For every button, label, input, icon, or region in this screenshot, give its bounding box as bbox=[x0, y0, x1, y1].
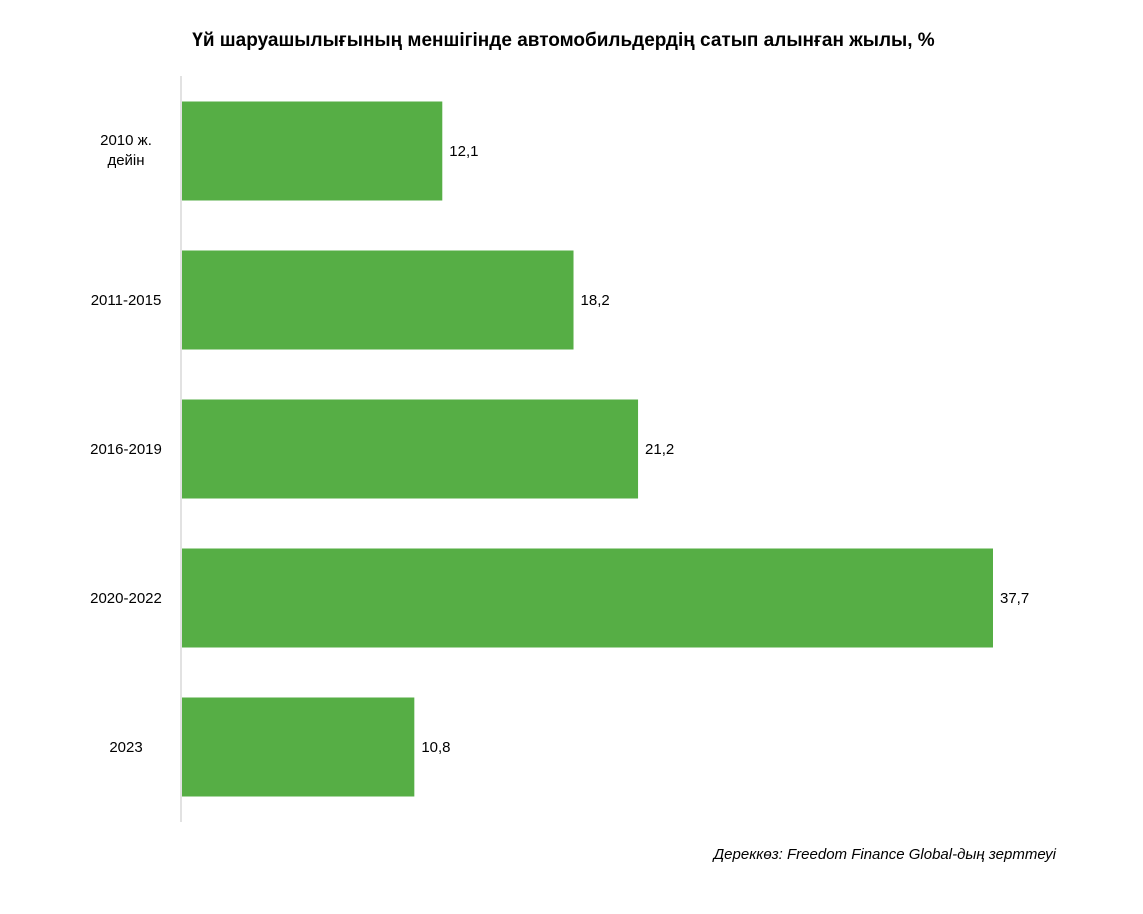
chart-title: Үй шаруашылығының меншігінде автомобильд… bbox=[192, 30, 935, 51]
category-label: 2020-2022 bbox=[90, 590, 162, 607]
bar bbox=[182, 548, 993, 648]
category-label: 2016-2019 bbox=[90, 441, 162, 458]
bar bbox=[182, 250, 574, 350]
data-label: 37,7 bbox=[1000, 590, 1029, 607]
bar bbox=[182, 697, 415, 797]
bars-layer: 12,1 2010 ж. дейін 18,2 2011-2015 21,2 2016-20… bbox=[90, 101, 1029, 797]
data-label: 21,2 bbox=[645, 441, 674, 458]
category-label: 2011-2015 bbox=[91, 292, 162, 309]
data-label: 18,2 bbox=[581, 292, 610, 309]
data-label: 12,1 bbox=[449, 143, 478, 160]
category-label: 2023 bbox=[109, 739, 142, 756]
bar bbox=[182, 101, 443, 201]
data-label: 10,8 bbox=[421, 739, 450, 756]
source-note: Дереккөз: Freedom Finance Global-дың зер… bbox=[713, 846, 1056, 863]
category-label: 2010 ж. дейін bbox=[100, 132, 152, 169]
bar bbox=[182, 399, 639, 499]
